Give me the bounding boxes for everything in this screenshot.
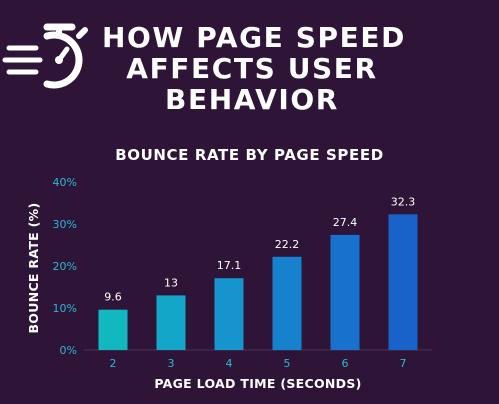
data-label: 22.2 bbox=[275, 238, 300, 251]
bar-5 bbox=[272, 256, 302, 350]
data-label: 17.1 bbox=[217, 259, 242, 272]
y-tick-label: 20% bbox=[53, 260, 77, 273]
data-label: 32.3 bbox=[391, 195, 416, 208]
data-label: 9.6 bbox=[104, 291, 122, 304]
title-line-2: AFFECTS USER bbox=[126, 52, 378, 85]
title-line-3: BEHAVIOR bbox=[165, 83, 339, 116]
x-tick-label: 3 bbox=[168, 357, 175, 370]
x-tick-label: 5 bbox=[284, 357, 291, 370]
x-tick-label: 7 bbox=[400, 357, 407, 370]
x-axis-label: PAGE LOAD TIME (SECONDS) bbox=[154, 376, 361, 391]
chart-title: BOUNCE RATE BY PAGE SPEED bbox=[115, 146, 384, 164]
bar-4 bbox=[214, 278, 244, 350]
stopwatch-icon bbox=[2, 23, 88, 89]
bar-3 bbox=[156, 295, 186, 350]
y-tick-label: 0% bbox=[60, 344, 77, 357]
x-tick-label: 2 bbox=[110, 357, 117, 370]
y-tick-label: 10% bbox=[53, 302, 77, 315]
infographic-title: HOW PAGE SPEED AFFECTS USER BEHAVIOR bbox=[102, 21, 406, 116]
x-tick-label: 6 bbox=[342, 357, 349, 370]
data-label: 27.4 bbox=[333, 216, 358, 229]
bar-6 bbox=[330, 234, 360, 350]
y-tick-label: 40% bbox=[53, 176, 77, 189]
data-label: 13 bbox=[164, 276, 178, 289]
bar-7 bbox=[388, 214, 418, 350]
y-tick-label: 30% bbox=[53, 218, 77, 231]
x-tick-label: 4 bbox=[226, 357, 233, 370]
title-line-1: HOW PAGE SPEED bbox=[102, 21, 406, 54]
bar-2 bbox=[98, 309, 128, 350]
y-axis-label: BOUNCE RATE (%) bbox=[26, 202, 41, 333]
